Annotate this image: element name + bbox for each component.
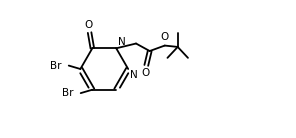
Text: Br: Br (62, 88, 74, 98)
Text: N: N (130, 70, 138, 80)
Text: O: O (141, 68, 150, 78)
Text: O: O (161, 32, 169, 42)
Text: N: N (118, 37, 126, 47)
Text: O: O (85, 20, 93, 30)
Text: Br: Br (50, 61, 62, 71)
